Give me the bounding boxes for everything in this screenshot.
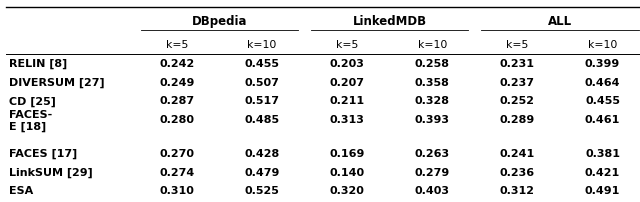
Text: FACES-: FACES- <box>9 109 52 119</box>
Text: 0.287: 0.287 <box>159 96 195 106</box>
Text: 0.507: 0.507 <box>244 77 280 87</box>
Text: ESA: ESA <box>9 185 33 196</box>
Text: 0.236: 0.236 <box>500 167 535 177</box>
Text: k=5: k=5 <box>506 39 529 49</box>
Text: 0.403: 0.403 <box>415 185 450 196</box>
Text: CD [25]: CD [25] <box>9 96 56 106</box>
Text: 0.207: 0.207 <box>330 77 365 87</box>
Text: 0.358: 0.358 <box>415 77 450 87</box>
Text: LinkedMDB: LinkedMDB <box>353 15 427 28</box>
Text: 0.241: 0.241 <box>500 148 535 158</box>
Text: 0.242: 0.242 <box>159 59 195 69</box>
Text: E [18]: E [18] <box>9 121 46 131</box>
Text: 0.461: 0.461 <box>585 115 620 125</box>
Text: DBpedia: DBpedia <box>192 15 247 28</box>
Text: LinkSUM [29]: LinkSUM [29] <box>9 167 93 177</box>
Text: 0.485: 0.485 <box>244 115 280 125</box>
Text: 0.421: 0.421 <box>585 167 620 177</box>
Text: k=5: k=5 <box>336 39 358 49</box>
Text: k=10: k=10 <box>418 39 447 49</box>
Text: 0.313: 0.313 <box>330 115 365 125</box>
Text: 0.231: 0.231 <box>500 59 535 69</box>
Text: 0.252: 0.252 <box>500 96 535 106</box>
Text: 0.140: 0.140 <box>330 167 365 177</box>
Text: 0.393: 0.393 <box>415 115 450 125</box>
Text: RELIN [8]: RELIN [8] <box>9 59 67 69</box>
Text: ALL: ALL <box>548 15 572 28</box>
Text: 0.525: 0.525 <box>244 185 280 196</box>
Text: 0.328: 0.328 <box>415 96 450 106</box>
Text: FACES [17]: FACES [17] <box>9 148 77 158</box>
Text: 0.479: 0.479 <box>244 167 280 177</box>
Text: 0.274: 0.274 <box>159 167 195 177</box>
Text: 0.270: 0.270 <box>159 148 195 158</box>
Text: 0.237: 0.237 <box>500 77 535 87</box>
Text: 0.491: 0.491 <box>585 185 620 196</box>
Text: 0.455: 0.455 <box>585 96 620 106</box>
Text: 0.428: 0.428 <box>244 148 280 158</box>
Text: 0.517: 0.517 <box>244 96 280 106</box>
Text: 0.464: 0.464 <box>585 77 620 87</box>
Text: k=5: k=5 <box>166 39 188 49</box>
Text: 0.263: 0.263 <box>415 148 450 158</box>
Text: k=10: k=10 <box>588 39 617 49</box>
Text: 0.310: 0.310 <box>159 185 195 196</box>
Text: k=10: k=10 <box>248 39 276 49</box>
Text: DIVERSUM [27]: DIVERSUM [27] <box>9 77 104 87</box>
Text: 0.279: 0.279 <box>415 167 450 177</box>
Text: 0.320: 0.320 <box>330 185 365 196</box>
Text: 0.249: 0.249 <box>159 77 195 87</box>
Text: 0.455: 0.455 <box>244 59 280 69</box>
Text: 0.280: 0.280 <box>159 115 195 125</box>
Text: 0.289: 0.289 <box>500 115 535 125</box>
Text: 0.381: 0.381 <box>585 148 620 158</box>
Text: 0.399: 0.399 <box>585 59 620 69</box>
Text: 0.258: 0.258 <box>415 59 450 69</box>
Text: 0.169: 0.169 <box>330 148 365 158</box>
Text: 0.211: 0.211 <box>330 96 365 106</box>
Text: 0.203: 0.203 <box>330 59 365 69</box>
Text: 0.312: 0.312 <box>500 185 535 196</box>
